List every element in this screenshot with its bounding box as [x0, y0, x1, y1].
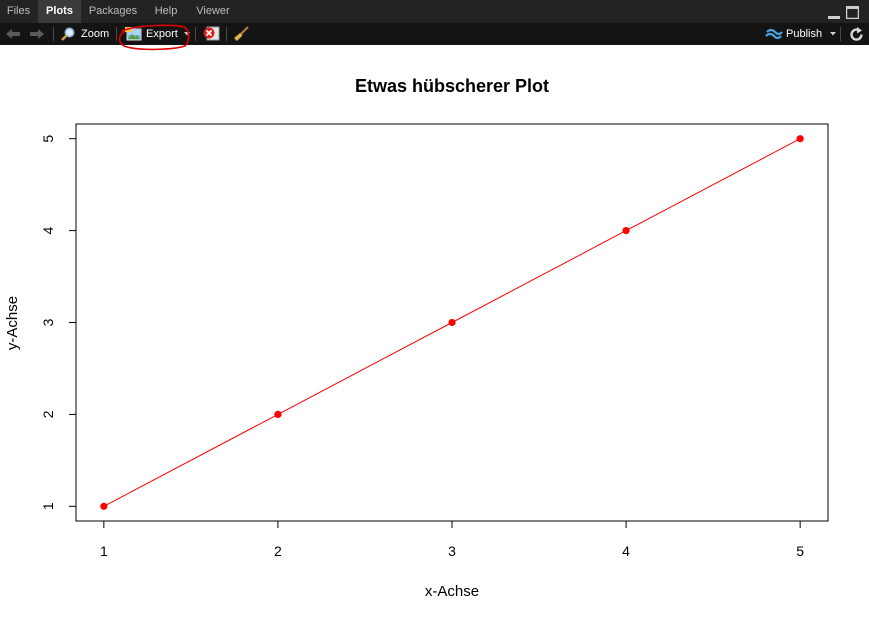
x-tick-label: 3	[448, 543, 456, 559]
x-tick-label: 5	[796, 543, 804, 559]
export-image-icon	[125, 27, 142, 41]
refresh-icon	[849, 26, 864, 42]
forward-arrow-icon[interactable]	[29, 23, 45, 45]
export-button[interactable]: Export	[125, 23, 190, 45]
remove-plot-button[interactable]	[202, 23, 220, 45]
toolbar-separator	[53, 27, 54, 41]
data-point	[100, 502, 108, 510]
toolbar-separator	[195, 27, 196, 41]
y-tick-label: 4	[40, 227, 56, 235]
zoom-button[interactable]: Zoom	[60, 23, 109, 45]
y-tick-label: 2	[40, 410, 56, 418]
tab-viewer[interactable]: Viewer	[196, 5, 230, 17]
refresh-button[interactable]	[849, 23, 864, 45]
clear-all-plots-button[interactable]	[233, 23, 249, 45]
y-tick-label: 5	[40, 135, 56, 143]
plots-toolbar: Zoom Export Publish	[0, 23, 869, 45]
tab-plots[interactable]: Plots	[38, 0, 81, 23]
x-axis-label: x-Achse	[425, 583, 479, 600]
x-tick-label: 1	[100, 543, 108, 559]
pane-tab-bar: Files Plots Packages Help Viewer	[0, 0, 869, 23]
data-point	[622, 227, 630, 235]
publish-label: Publish	[786, 28, 823, 40]
x-tick-label: 2	[274, 543, 282, 559]
magnifier-icon	[60, 26, 76, 42]
toolbar-separator	[116, 27, 117, 41]
tab-help[interactable]: Help	[154, 5, 178, 17]
toolbar-separator	[226, 27, 227, 41]
y-tick-label: 3	[40, 318, 56, 326]
publish-button[interactable]: Publish	[765, 23, 837, 45]
y-axis-label: y-Achse	[4, 296, 21, 350]
chevron-down-icon	[830, 32, 837, 36]
export-label: Export	[146, 28, 178, 40]
remove-plot-icon	[202, 26, 220, 42]
data-point	[274, 410, 282, 418]
maximize-pane-icon[interactable]	[845, 5, 860, 20]
toolbar-separator	[840, 27, 841, 41]
data-point	[796, 135, 804, 143]
data-point	[448, 318, 456, 327]
line-chart: 1 2 3 4 5 1 2 3 4 5 Etwas hübscherer Plot x-Achse…	[4, 76, 829, 600]
y-tick-label: 1	[40, 502, 56, 510]
plot-viewer: 1 2 3 4 5 1 2 3 4 5 Etwas hübscherer Plot x-Achse…	[0, 45, 869, 620]
broom-icon	[233, 26, 249, 42]
tab-files[interactable]: Files	[6, 5, 31, 17]
chevron-down-icon	[183, 32, 190, 36]
chart-title: Etwas hübscherer Plot	[355, 76, 549, 96]
publish-icon	[765, 27, 783, 41]
tab-packages[interactable]: Packages	[88, 5, 138, 17]
minimize-pane-icon[interactable]	[828, 7, 840, 19]
x-tick-label: 4	[622, 543, 630, 559]
back-arrow-icon[interactable]	[5, 23, 21, 45]
zoom-label: Zoom	[81, 28, 110, 40]
